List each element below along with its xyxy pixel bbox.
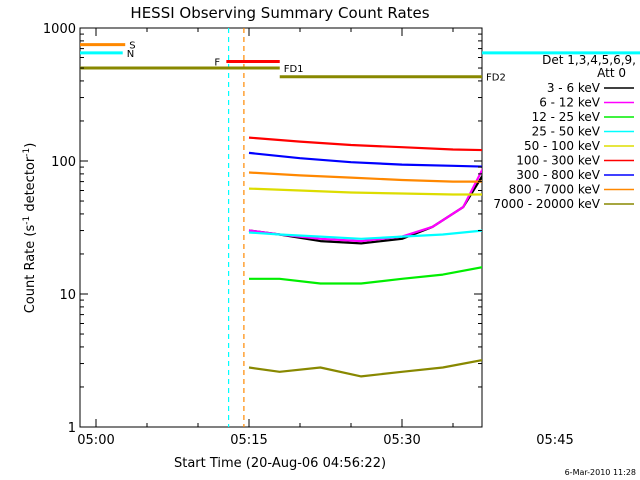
y-tick-label: 1000 — [43, 22, 76, 37]
legend-entry-label: 12 - 25 keV — [532, 110, 601, 124]
x-tick-label: 05:15 — [230, 433, 267, 448]
series-line — [248, 187, 482, 196]
footer-timestamp: 6-Mar-2010 11:28 — [565, 468, 636, 477]
flag-label: FD2 — [486, 73, 506, 84]
flag-label: N — [127, 49, 134, 60]
y-axis-label-part: detector — [23, 156, 38, 216]
legend-header-att: Att 0 — [597, 66, 626, 80]
y-tick-label: 10 — [59, 288, 76, 303]
y-tick-label: 100 — [51, 155, 76, 170]
series-lines — [248, 136, 482, 378]
legend-entry-label: 800 - 7000 keV — [509, 183, 601, 197]
series-line — [248, 358, 482, 378]
x-tick-label: 05:30 — [383, 433, 420, 448]
x-tick-label: 05:45 — [536, 433, 573, 448]
plot-frame — [79, 27, 483, 428]
legend-entry-label: 50 - 100 keV — [524, 139, 601, 153]
x-axis-label: Start Time (20-Aug-06 04:56:22) — [174, 456, 386, 471]
y-axis-label-part: ) — [23, 143, 38, 148]
legend-entry-label: 300 - 800 keV — [516, 168, 600, 182]
series-line — [248, 167, 482, 243]
series-line — [248, 171, 482, 183]
flag-label: FD1 — [284, 64, 304, 75]
series-line — [248, 229, 482, 240]
flag-label: F — [214, 57, 220, 68]
legend-entry-label: 3 - 6 keV — [547, 81, 601, 95]
series-line — [248, 174, 482, 245]
y-axis-label-part: Count Rate (s — [23, 225, 38, 314]
y-axis-label-sup: -1 — [22, 148, 32, 157]
y-axis: 1 10 100 1000 — [43, 22, 482, 436]
series-line — [248, 151, 482, 168]
y-axis-label: Count Rate (s-1 detector-1) — [22, 143, 38, 314]
legend-header: Det 1,3,4,5,6,9, — [542, 53, 636, 67]
legend-entry-label: 100 - 300 keV — [516, 154, 600, 168]
series-line — [249, 266, 482, 285]
vertical-markers — [228, 28, 245, 427]
y-axis-label-sup: -1 — [22, 216, 32, 225]
y-tick-label: 1 — [68, 421, 76, 436]
legend-entry-label: 6 - 12 keV — [539, 96, 601, 110]
flag-bars: SN F FD1 FD2 — [80, 41, 640, 84]
x-tick-label: 05:00 — [77, 433, 114, 448]
legend-entry-label: 25 - 50 keV — [532, 125, 601, 139]
flag-label: S — [129, 41, 135, 52]
legend-entry-label: 7000 - 20000 keV — [493, 197, 600, 211]
series-line — [248, 136, 482, 152]
chart-title: HESSI Observing Summary Count Rates — [130, 4, 429, 22]
